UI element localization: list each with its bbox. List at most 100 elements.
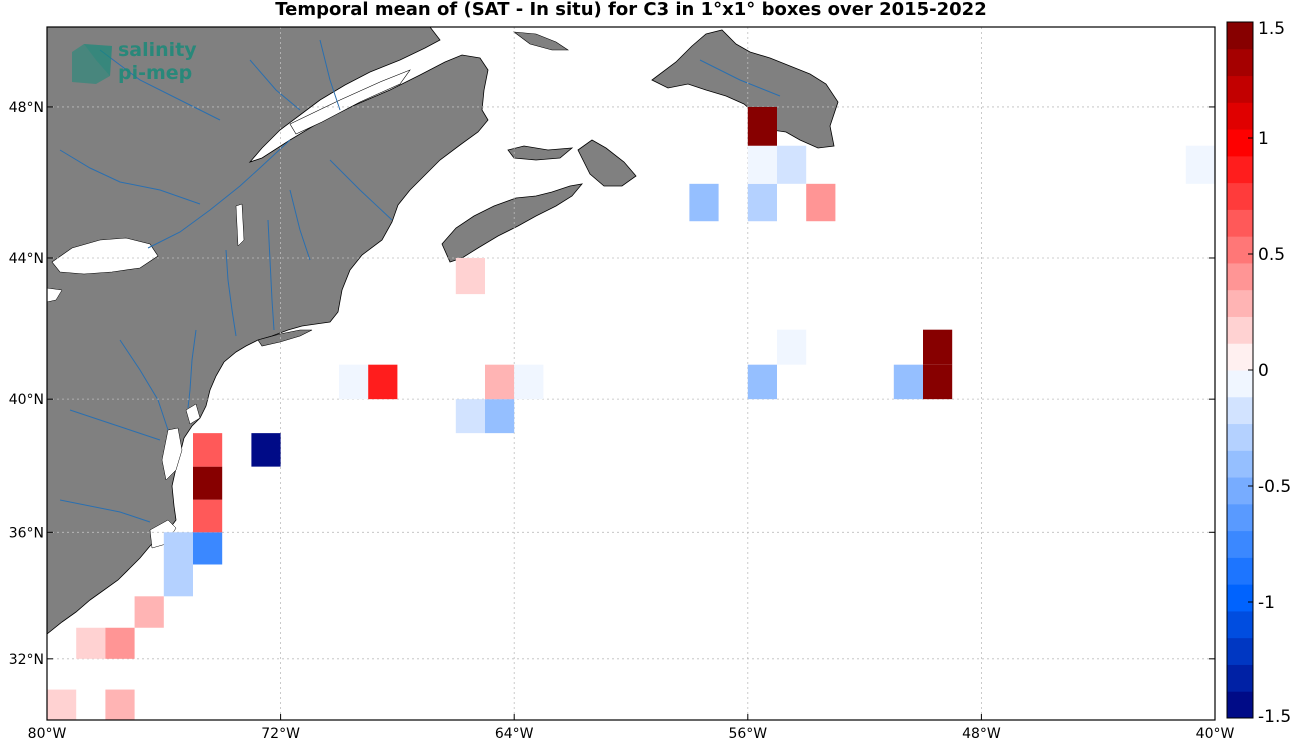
chesapeake-bay: [161, 427, 183, 481]
data-cell: [485, 364, 515, 400]
susquehanna-river: [119, 339, 169, 431]
lat-tick-label: 32°N: [9, 652, 44, 668]
anticosti-land: [512, 31, 569, 51]
colorbar-segment: [1227, 22, 1253, 50]
connecticut-river: [267, 219, 275, 331]
delaware-bay: [185, 403, 201, 425]
data-cell: [747, 183, 777, 222]
colorbar-segment: [1227, 182, 1253, 210]
colorbar-segment: [1227, 316, 1253, 344]
lon-tick-label: 72°W: [261, 726, 300, 740]
data-cell: [251, 433, 281, 467]
colorbar-segment: [1227, 584, 1253, 612]
newfoundland-river: [699, 59, 781, 97]
data-cell: [747, 106, 777, 146]
lake-erie-part: [47, 287, 63, 303]
colorbar-tick-label: -1.5: [1258, 707, 1291, 727]
data-cell: [689, 183, 719, 222]
data-cell: [193, 532, 223, 565]
lon-tick-label: 80°W: [28, 726, 67, 740]
colorbar-segment: [1227, 262, 1253, 291]
long-island-land: [257, 329, 313, 347]
data-cell: [485, 399, 515, 434]
lon-tick-label: 64°W: [495, 726, 534, 740]
pei-land: [507, 145, 574, 161]
colorbar-segment: [1227, 691, 1253, 719]
data-cell: [893, 364, 923, 400]
data-cell: [339, 364, 369, 400]
colorbar-tick-label: 1.5: [1258, 19, 1285, 39]
colorbar-segment: [1227, 289, 1253, 317]
ottawa-river: [59, 149, 201, 205]
data-cell: [777, 329, 807, 365]
lat-tick-label: 36°N: [9, 525, 44, 541]
data-cells: [47, 106, 1215, 720]
data-cell: [163, 564, 193, 597]
st-lawrence-estuary: [289, 69, 411, 135]
lat-tick-label: 44°N: [9, 251, 44, 267]
data-cell: [105, 627, 135, 659]
data-cell: [747, 364, 777, 400]
logo-line2: pi-mep: [118, 62, 192, 84]
saguenay-river: [249, 59, 301, 111]
data-cell: [455, 399, 485, 434]
saint-john-river: [329, 159, 393, 221]
colorbar-segment: [1227, 370, 1253, 398]
colorbar-segment: [1227, 209, 1253, 237]
data-cell: [105, 689, 135, 720]
roanoke-river: [59, 499, 151, 523]
data-cell: [1185, 145, 1215, 184]
colorbar-segment: [1227, 503, 1253, 532]
colorbar: 1.5 1 0.5 0 -0.5 -1 -1.5: [1226, 19, 1291, 727]
colorbar-segment: [1227, 450, 1253, 478]
data-cell: [368, 364, 398, 400]
lon-tick-label: 48°W: [962, 726, 1001, 740]
lake-champlain: [235, 203, 245, 247]
data-cell: [193, 499, 223, 533]
salinity-pi-mep-logo: salinity pi-mep: [72, 39, 197, 84]
colorbar-segment: [1227, 236, 1253, 264]
colorbar-tick-label: 1: [1258, 129, 1269, 149]
lat-tick-label: 40°N: [9, 392, 44, 408]
colorbar-segment: [1227, 423, 1253, 451]
newfoundland-land: [651, 29, 839, 149]
potomac-river: [69, 409, 161, 441]
colorbar-segment: [1227, 75, 1253, 103]
colorbar-tick-label: 0: [1258, 361, 1269, 381]
kennebec-river: [289, 189, 311, 261]
data-cell: [514, 364, 544, 400]
nova-scotia-land: [441, 183, 583, 263]
lon-tick-label: 56°W: [728, 726, 767, 740]
data-cell: [193, 466, 223, 500]
colorbar-tick-label: -0.5: [1258, 477, 1291, 497]
lon-tick-label: 40°W: [1196, 726, 1235, 740]
data-cell: [134, 596, 164, 628]
data-cell: [76, 627, 106, 659]
plot-frame: [46, 26, 1216, 721]
colorbar-segment: [1227, 155, 1253, 184]
lake-ontario: [51, 237, 159, 275]
river-layer: [59, 39, 781, 523]
colorbar-segment: [1227, 129, 1253, 157]
colorbar-segment: [1227, 477, 1253, 505]
axis-labels: 80°W 72°W 64°W 56°W 48°W 40°W 32°N 36°N 40°N 44°N…: [9, 100, 1235, 740]
colorbar-segment: [1227, 637, 1253, 665]
colorbar-segment: [1227, 396, 1253, 425]
data-cell: [923, 364, 953, 400]
north-america-land: [47, 27, 489, 635]
data-cell: [47, 689, 77, 720]
data-cell: [923, 329, 953, 365]
northern-river-b: [319, 39, 341, 111]
logo-line1: salinity: [118, 39, 197, 61]
map-title: Temporal mean of (SAT - In situ) for C3 …: [275, 0, 987, 20]
hudson-river: [225, 249, 237, 337]
data-cell: [777, 145, 807, 184]
colorbar-segment: [1227, 343, 1253, 371]
lat-tick-label: 48°N: [9, 100, 44, 116]
data-cell: [747, 145, 777, 184]
colorbar-segment: [1227, 48, 1253, 77]
colorbar-tick-label: -1: [1258, 593, 1275, 613]
data-cell: [163, 532, 193, 565]
colorbar-tick-label: 0.5: [1258, 245, 1285, 265]
